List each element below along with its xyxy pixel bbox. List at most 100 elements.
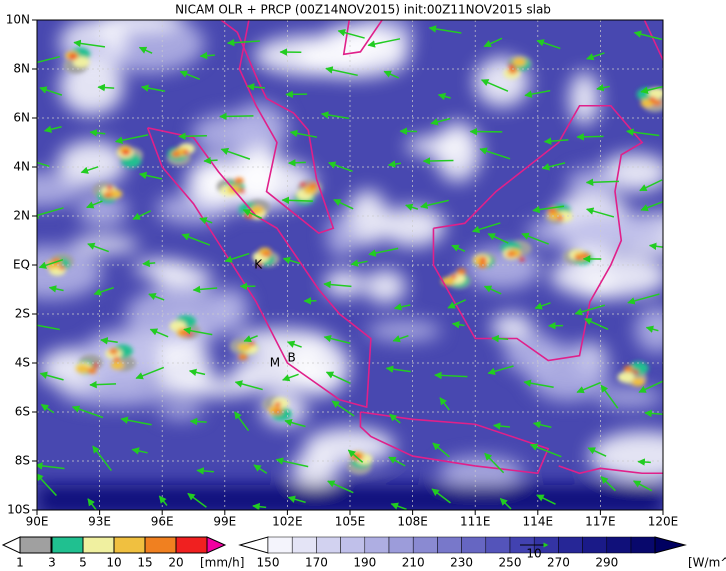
cloud — [527, 344, 609, 402]
wind-vector — [420, 199, 449, 209]
wind-vector — [644, 409, 663, 418]
cloud — [595, 387, 663, 408]
lon-label: 96E — [151, 515, 174, 529]
wind-vector — [331, 400, 355, 417]
cloud — [589, 431, 663, 481]
wind-vector — [284, 418, 306, 428]
rain-cell — [122, 150, 129, 155]
rain-cell — [103, 191, 113, 199]
wind-vector — [389, 413, 401, 424]
lon-label: 99E — [213, 515, 236, 529]
coastline — [643, 20, 663, 62]
legend-swatch — [461, 536, 487, 554]
legends: 1 3 5 10 15 20 [mm/h] 150 170 190 210 230 250 270 290 [… — [1, 536, 726, 570]
wind-vector — [178, 132, 207, 140]
wind-vector — [529, 443, 562, 458]
legend-label: 170 — [305, 556, 328, 570]
wind-vector — [253, 464, 268, 474]
wind-vector — [499, 497, 512, 510]
wind-vectors — [37, 25, 663, 510]
lat-label: 6S — [15, 405, 30, 419]
wind-vector — [275, 457, 309, 468]
wind-vector — [368, 247, 399, 257]
wind-vector — [38, 258, 64, 269]
wind-vector — [383, 70, 400, 79]
wind-vector — [97, 83, 115, 92]
cloud — [213, 287, 249, 332]
cloud — [405, 136, 469, 156]
wind-vector — [158, 495, 168, 506]
cloud — [231, 353, 333, 392]
wind-vector — [289, 129, 318, 138]
rain-cell — [87, 367, 97, 374]
coastline — [359, 411, 550, 475]
rain-cell — [480, 257, 487, 262]
legend-end — [654, 536, 687, 554]
wind-vector — [491, 334, 509, 343]
wind-vector — [179, 70, 201, 81]
wind-vector — [451, 320, 465, 329]
rain-cell — [652, 99, 662, 106]
wind-vector — [43, 125, 62, 133]
lat-label: 4N — [13, 160, 30, 174]
rain-cell — [113, 357, 120, 362]
rain-cell — [186, 332, 193, 337]
wind-vector — [92, 445, 112, 472]
wind-vector — [543, 137, 569, 145]
rain-cell — [234, 177, 244, 184]
cloud — [326, 213, 358, 258]
axis-labels: 90E 93E 96E 99E 102E 105E 108E 111E 114E 117E 120E… — [6, 13, 679, 529]
wind-vector — [114, 134, 149, 144]
wind-vector — [640, 85, 663, 94]
wind-vector — [287, 495, 306, 504]
lat-label: 8N — [13, 62, 30, 76]
wind-vector — [484, 452, 505, 474]
rain-cell — [547, 207, 558, 214]
legend-swatch — [582, 536, 608, 554]
rain-cell — [632, 370, 639, 375]
wind-vector — [471, 222, 501, 234]
wind-vector — [89, 129, 106, 137]
wind-vector — [387, 160, 402, 168]
grid — [37, 20, 663, 510]
wind-vector — [536, 39, 561, 50]
wind-vector — [600, 384, 619, 409]
cloud — [347, 190, 389, 246]
wind-vector — [637, 458, 651, 466]
wind-vector — [37, 55, 60, 64]
cloud — [561, 213, 663, 250]
rain-cell — [75, 364, 90, 374]
wind-vector — [638, 380, 663, 393]
wind-vector — [434, 371, 468, 380]
wind-vector — [487, 365, 514, 376]
legend-label: 15 — [137, 556, 152, 570]
wind-vector — [135, 366, 165, 380]
wind-vector — [199, 51, 215, 60]
wind-vector — [323, 334, 351, 344]
wind-vector — [282, 256, 301, 265]
cloud — [364, 269, 406, 304]
wind-vector — [431, 488, 451, 504]
legend-swatch — [144, 536, 177, 554]
wind-vector — [521, 232, 549, 245]
legend-swatch — [51, 536, 84, 554]
rain-cell — [648, 87, 663, 99]
wind-vector — [447, 299, 467, 309]
lat-label: 8S — [15, 454, 30, 468]
legend-label: 250 — [499, 556, 522, 570]
wind-vector — [430, 117, 451, 126]
cloud — [323, 270, 365, 297]
wind-vector — [37, 462, 65, 470]
wind-vector — [282, 373, 299, 382]
wind-vector — [233, 411, 250, 432]
legend-swatch — [267, 536, 293, 554]
wind-vector — [574, 304, 606, 316]
wind-vector — [323, 280, 352, 289]
wind-vector — [388, 456, 406, 467]
wind-vector — [337, 29, 365, 39]
rain-cell — [238, 188, 245, 193]
wind-vector — [286, 340, 302, 348]
cloud — [158, 401, 204, 420]
lon-label: 114E — [523, 515, 554, 529]
wind-vector — [393, 303, 411, 311]
